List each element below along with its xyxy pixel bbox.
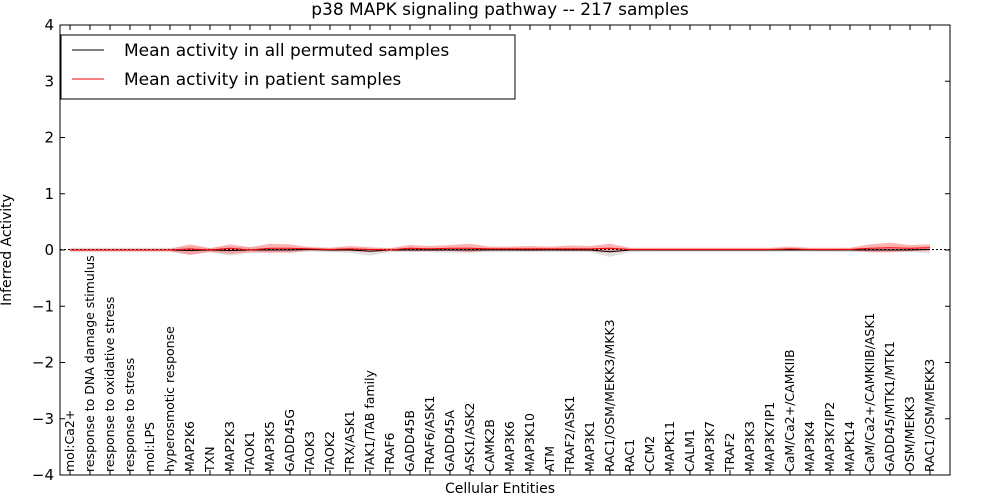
x-tick-label: response to DNA damage stimulus	[82, 255, 97, 472]
chart-title: p38 MAPK signaling pathway -- 217 sample…	[311, 0, 689, 20]
x-tick-label: hyperosmotic response	[162, 326, 177, 472]
x-tick-label: GADD45/MTK1/MTK1	[882, 341, 897, 472]
x-tick-label: CAMK2B	[482, 419, 497, 472]
x-tick-label: CALM1	[682, 429, 697, 472]
y-tick-label: 4	[44, 16, 54, 34]
y-tick-label: 3	[44, 72, 54, 90]
x-tick-label: TRAF6	[382, 432, 397, 473]
x-tick-label: mol:Ca2+	[62, 410, 77, 472]
y-tick-label: 0	[44, 241, 54, 259]
x-tick-label: TRAF2/ASK1	[562, 396, 577, 473]
x-tick-label: RAC1/OSM/MEKK3/MKK3	[602, 319, 617, 472]
x-tick-label: ATM	[542, 446, 557, 472]
x-tick-label: GADD45B	[402, 410, 417, 472]
x-tick-label: MAP3K7IP1	[762, 402, 777, 472]
x-tick-label: mol:LPS	[142, 422, 157, 472]
x-tick-label: TAOK1	[242, 431, 257, 473]
x-tick-label: CaM/Ca2+/CAMKIIB	[782, 349, 797, 472]
x-tick-label: MAP3K3	[742, 421, 757, 472]
series-lines	[70, 247, 931, 253]
x-axis: mol:Ca2+ response to DNA damage stimulus r…	[62, 25, 937, 475]
x-tick-label: MAP3K6	[502, 421, 517, 472]
x-tick-label: TAOK2	[322, 431, 337, 473]
y-axis: −4 −3 −2 −1 0 1 2 3 4	[32, 16, 950, 484]
x-tick-label: MAP3K10	[522, 413, 537, 472]
legend-label-patient: Mean activity in patient samples	[124, 70, 401, 90]
x-tick-label: MAP2K6	[182, 421, 197, 472]
x-tick-label: CaM/Ca2+/CAMKIIB/ASK1	[862, 313, 877, 472]
y-tick-label: −3	[32, 410, 54, 428]
x-tick-label: MAP3K7	[702, 421, 717, 472]
x-tick-label: GADD45A	[442, 410, 457, 472]
x-tick-label: RAC1/OSM/MEKK3	[922, 359, 937, 472]
series-line-1	[70, 247, 931, 251]
x-tick-label: GADD45G	[282, 409, 297, 472]
legend: Mean activity in all permuted samples Me…	[60, 34, 516, 100]
x-tick-label: response to oxidative stress	[102, 297, 117, 472]
x-tick-label: TAK1/TAB family	[362, 369, 377, 473]
x-tick-label: MAP3K7IP2	[822, 402, 837, 472]
y-tick-label: −1	[32, 297, 54, 315]
x-tick-label: TRX/ASK1	[342, 410, 357, 473]
y-tick-label: −4	[32, 466, 54, 484]
x-tick-label: TAOK3	[302, 431, 317, 473]
x-tick-label: MAP3K5	[262, 421, 277, 472]
x-tick-label: CCM2	[642, 436, 657, 472]
x-tick-label: MAP3K4	[802, 421, 817, 472]
x-tick-label: MAPK11	[662, 421, 677, 472]
legend-label-permuted: Mean activity in all permuted samples	[124, 41, 449, 61]
x-tick-label: RAC1	[622, 439, 637, 472]
x-tick-label: OSM/MEKK3	[902, 396, 917, 472]
legend-frame	[60, 34, 516, 100]
x-tick-label: TRAF6/ASK1	[422, 396, 437, 473]
x-tick-label: response to stress	[122, 358, 137, 472]
x-tick-label: MAP3K1	[582, 421, 597, 472]
x-tick-label: MAPK14	[842, 421, 857, 472]
y-tick-label: 1	[44, 185, 54, 203]
x-axis-label: Cellular Entities	[445, 481, 555, 497]
y-tick-label: −2	[32, 354, 54, 372]
x-tick-label: TXN	[202, 446, 217, 473]
y-axis-label: Inferred Activity	[0, 194, 15, 306]
x-tick-label: MAP2K3	[222, 421, 237, 472]
x-tick-label: ASK1/ASK2	[462, 403, 477, 472]
x-tick-label: TRAF2	[722, 432, 737, 473]
y-tick-label: 2	[44, 129, 54, 147]
